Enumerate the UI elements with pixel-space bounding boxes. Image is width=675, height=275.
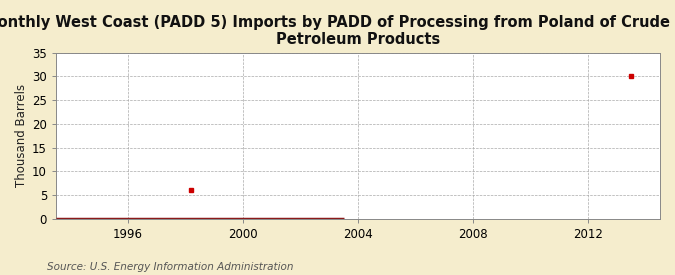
Title: Monthly West Coast (PADD 5) Imports by PADD of Processing from Poland of Crude O: Monthly West Coast (PADD 5) Imports by P… xyxy=(0,15,675,47)
Y-axis label: Thousand Barrels: Thousand Barrels xyxy=(15,84,28,187)
Text: Source: U.S. Energy Information Administration: Source: U.S. Energy Information Administ… xyxy=(47,262,294,272)
